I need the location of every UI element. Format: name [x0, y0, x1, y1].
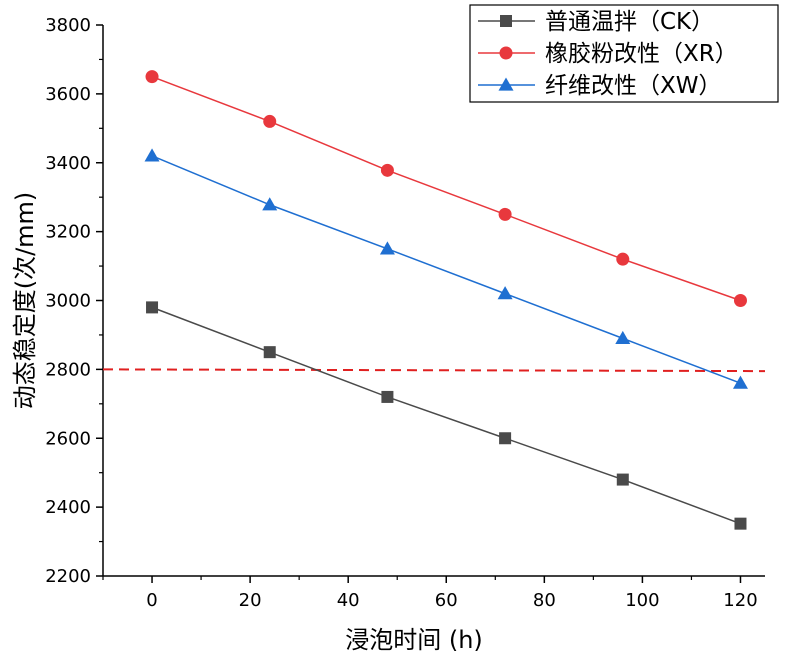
- data-point: [380, 163, 394, 177]
- legend-item-3: 纤维改性（XW）: [478, 73, 722, 99]
- y-tick-label: 2600: [45, 428, 91, 449]
- series-1: [146, 301, 747, 530]
- series-2: [145, 70, 747, 307]
- data-point: [499, 432, 512, 445]
- x-tick-label: 100: [625, 590, 659, 611]
- data-point: [616, 473, 629, 486]
- data-point: [262, 197, 278, 211]
- y-tick-label: 2200: [45, 566, 91, 587]
- data-point: [733, 294, 747, 307]
- legend-label: 纤维改性（XW）: [545, 73, 722, 99]
- data-point: [263, 114, 277, 128]
- data-point: [732, 375, 748, 389]
- data-point: [734, 517, 747, 530]
- legend-item-1: 普通温拌（CK）: [478, 9, 714, 35]
- data-point: [263, 346, 276, 359]
- y-tick-label: 3200: [45, 222, 91, 243]
- reference-line: [102, 368, 766, 373]
- x-axis-title: 浸泡时间 (h): [345, 626, 483, 654]
- x-tick-label: 40: [337, 590, 360, 611]
- series-line: [151, 306, 741, 525]
- legend-label: 橡胶粉改性（XR）: [545, 41, 738, 67]
- y-tick-label: 2800: [45, 359, 91, 380]
- y-tick-label: 3800: [45, 15, 91, 36]
- x-tick-label: 0: [146, 590, 157, 611]
- data-point: [146, 301, 159, 314]
- series-3: [144, 148, 748, 389]
- data-point: [615, 330, 631, 345]
- data-point: [144, 148, 160, 162]
- x-tick-label: 120: [723, 590, 757, 611]
- y-axis-title: 动态稳定度(次/mm): [11, 192, 39, 410]
- data-point: [497, 286, 513, 300]
- data-point: [145, 70, 159, 84]
- series-line: [151, 75, 741, 302]
- series-line: [151, 155, 741, 384]
- data-point: [498, 207, 512, 221]
- y-tick-label: 3400: [45, 153, 91, 174]
- legend-item-2: 橡胶粉改性（XR）: [478, 41, 738, 67]
- legend: 普通温拌（CK） 橡胶粉改性（XR） 纤维改性（XW）: [469, 4, 779, 103]
- axes: 2200 2400 2600 2800 3000 3200 3400 3600 3800 0 20…: [45, 15, 765, 611]
- y-tick-label: 3600: [45, 84, 91, 105]
- x-tick-label: 60: [435, 590, 458, 611]
- legend-marker: [499, 46, 513, 60]
- y-tick-label: 2400: [45, 497, 91, 518]
- data-point: [381, 390, 394, 403]
- x-tick-label: 80: [533, 590, 556, 611]
- y-tick-label: 3000: [45, 291, 91, 312]
- x-tick-label: 20: [239, 590, 262, 611]
- legend-label: 普通温拌（CK）: [545, 9, 714, 35]
- legend-marker: [498, 77, 514, 91]
- legend-marker: [500, 15, 512, 27]
- data-point: [616, 252, 630, 266]
- data-point: [379, 241, 395, 255]
